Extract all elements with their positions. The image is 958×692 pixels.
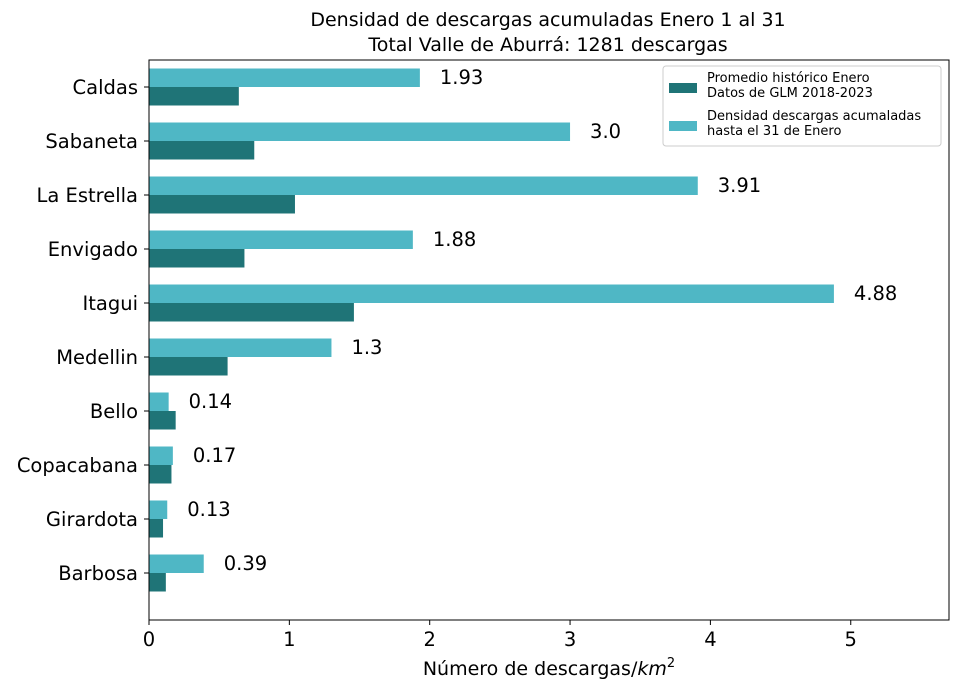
data-label-medellin: 1.3 (351, 336, 382, 359)
data-label-bello: 0.14 (189, 390, 232, 413)
legend-swatch (669, 121, 697, 131)
legend-label: Densidad descargas acumaladas (707, 109, 921, 124)
category-label-caldas: Caldas (73, 76, 138, 99)
data-labels-layer: 1.93 3.0 3.91 1.88 4.88 1.3 0.14 0.17 0.13 0.39 (187, 66, 897, 575)
legend-label: Promedio histórico Enero (707, 71, 870, 86)
data-label-caldas: 1.93 (440, 66, 483, 89)
x-tick-label: 4 (704, 628, 716, 651)
x-axis-label-exponent: 2 (667, 656, 675, 671)
bar-historical-la-estrella (149, 195, 295, 214)
legend-label: Datos de GLM 2018-2023 (707, 86, 873, 101)
bar-density-girardota (149, 500, 168, 519)
data-label-envigado: 1.88 (433, 228, 476, 251)
x-tick-label: 3 (564, 628, 576, 651)
plot-frame (148, 59, 950, 621)
x-tick-label: 0 (143, 628, 155, 651)
bar-density-caldas (149, 68, 420, 87)
bar-historical-envigado (149, 249, 245, 268)
x-axis-label: Número de descargas/km2 (423, 656, 675, 680)
chart-title: Densidad de descargas acumuladas Enero 1… (310, 9, 785, 31)
bar-historical-copacabana (149, 465, 172, 484)
bars-layer (149, 68, 834, 592)
bar-historical-medellin (149, 357, 228, 376)
bar-density-itagui (149, 284, 834, 303)
x-axis-label-text: Número de descargas/ (423, 658, 638, 680)
data-label-sabaneta: 3.0 (590, 120, 621, 143)
data-label-girardota: 0.13 (187, 498, 230, 521)
x-tick-label: 2 (423, 628, 435, 651)
y-axis: Caldas Sabaneta La Estrella Envigado Itagui M… (17, 76, 149, 585)
x-axis: 0 1 2 3 4 5 (143, 620, 857, 651)
x-axis-label-unit: km (637, 658, 667, 680)
bar-historical-bello (149, 411, 176, 430)
bar-density-la-estrella (149, 176, 698, 195)
bar-density-copacabana (149, 446, 173, 465)
bar-density-bello (149, 392, 169, 411)
bar-density-sabaneta (149, 122, 571, 141)
category-label-copacabana: Copacabana (17, 454, 138, 477)
bar-historical-sabaneta (149, 141, 255, 160)
data-label-copacabana: 0.17 (193, 444, 236, 467)
x-tick-label: 5 (845, 628, 857, 651)
bar-density-barbosa (149, 554, 204, 573)
category-label-barbosa: Barbosa (58, 562, 138, 585)
bar-historical-girardota (149, 519, 164, 538)
data-label-barbosa: 0.39 (224, 552, 267, 575)
category-label-sabaneta: Sabaneta (45, 130, 138, 153)
data-label-itagui: 4.88 (854, 282, 897, 305)
data-label-la-estrella: 3.91 (718, 174, 761, 197)
bar-historical-itagui (149, 303, 354, 322)
x-tick-label: 1 (283, 628, 295, 651)
bar-historical-caldas (149, 87, 239, 106)
category-label-medellin: Medellin (56, 346, 138, 369)
chart-subtitle: Total Valle de Aburrá: 1281 descargas (367, 34, 727, 56)
category-label-la-estrella: La Estrella (36, 184, 138, 207)
bar-density-envigado (149, 230, 413, 249)
legend-box (662, 65, 942, 147)
category-label-girardota: Girardota (46, 508, 138, 531)
category-label-bello: Bello (90, 400, 138, 423)
category-label-envigado: Envigado (48, 238, 138, 261)
category-label-itagui: Itagui (82, 292, 138, 315)
legend-swatch (669, 83, 697, 93)
bar-historical-barbosa (149, 573, 166, 592)
legend-label: hasta el 31 de Enero (707, 124, 841, 139)
bar-density-medellin (149, 338, 332, 357)
